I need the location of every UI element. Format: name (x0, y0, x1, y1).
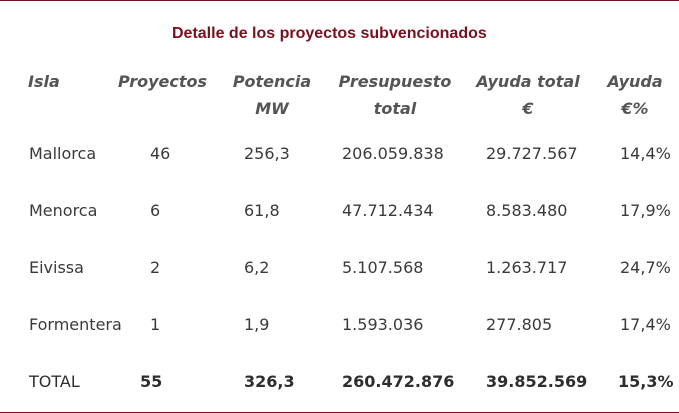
cell-presupuesto: 47.712.434 (342, 201, 434, 220)
cell-potencia: 256,3 (244, 144, 290, 163)
cell-potencia: 1,9 (244, 315, 270, 334)
header-ayuda-pct-line1: Ayuda (607, 72, 663, 91)
cell-isla: Formentera (29, 315, 122, 334)
header-presupuesto: Presupuesto total (338, 68, 452, 122)
cell-pct: 14,4% (620, 144, 671, 163)
header-ayuda-pct: Ayuda €% (604, 68, 666, 122)
cell-pct: 24,7% (620, 258, 671, 277)
cell-isla: Menorca (29, 201, 98, 220)
cell-pct: 17,9% (620, 201, 671, 220)
cell-proyectos: 2 (150, 258, 161, 277)
cell-presupuesto: 206.059.838 (342, 144, 444, 163)
header-potencia: Potencia MW (230, 68, 314, 122)
cell-ayuda: 29.727.567 (486, 144, 578, 163)
cell-presupuesto: 5.107.568 (342, 258, 424, 277)
header-presupuesto-line1: Presupuesto (338, 72, 452, 91)
cell-proyectos: 6 (150, 201, 161, 220)
cell-isla: Eivissa (29, 258, 84, 277)
header-isla: Isla (28, 72, 60, 91)
cell-isla: Mallorca (29, 144, 97, 163)
header-ayuda-total: Ayuda total € (476, 68, 580, 122)
cell-total-proyectos: 55 (140, 372, 163, 391)
cell-potencia: 6,2 (244, 258, 270, 277)
table-title: Detalle de los proyectos subvencionados (172, 25, 487, 42)
cell-ayuda: 277.805 (486, 315, 553, 334)
cell-ayuda: 1.263.717 (486, 258, 568, 277)
header-presupuesto-line2: total (373, 99, 417, 118)
cell-pct: 17,4% (620, 315, 671, 334)
cell-total-pct: 15,3% (618, 372, 674, 391)
cell-total-ayuda: 39.852.569 (486, 372, 588, 391)
cell-presupuesto: 1.593.036 (342, 315, 424, 334)
cell-total-potencia: 326,3 (244, 372, 295, 391)
header-potencia-line2: MW (255, 99, 289, 118)
cell-total-label: TOTAL (29, 372, 80, 391)
cell-ayuda: 8.583.480 (486, 201, 568, 220)
cell-proyectos: 46 (150, 144, 171, 163)
cell-total-presupuesto: 260.472.876 (342, 372, 455, 391)
header-potencia-line1: Potencia (232, 72, 312, 91)
header-ayuda-pct-line2: €% (621, 99, 649, 118)
header-ayuda-total-line2: € (522, 99, 534, 118)
header-ayuda-total-line1: Ayuda total (476, 72, 580, 91)
cell-potencia: 61,8 (244, 201, 280, 220)
cell-proyectos: 1 (150, 315, 161, 334)
header-proyectos: Proyectos (118, 72, 208, 91)
